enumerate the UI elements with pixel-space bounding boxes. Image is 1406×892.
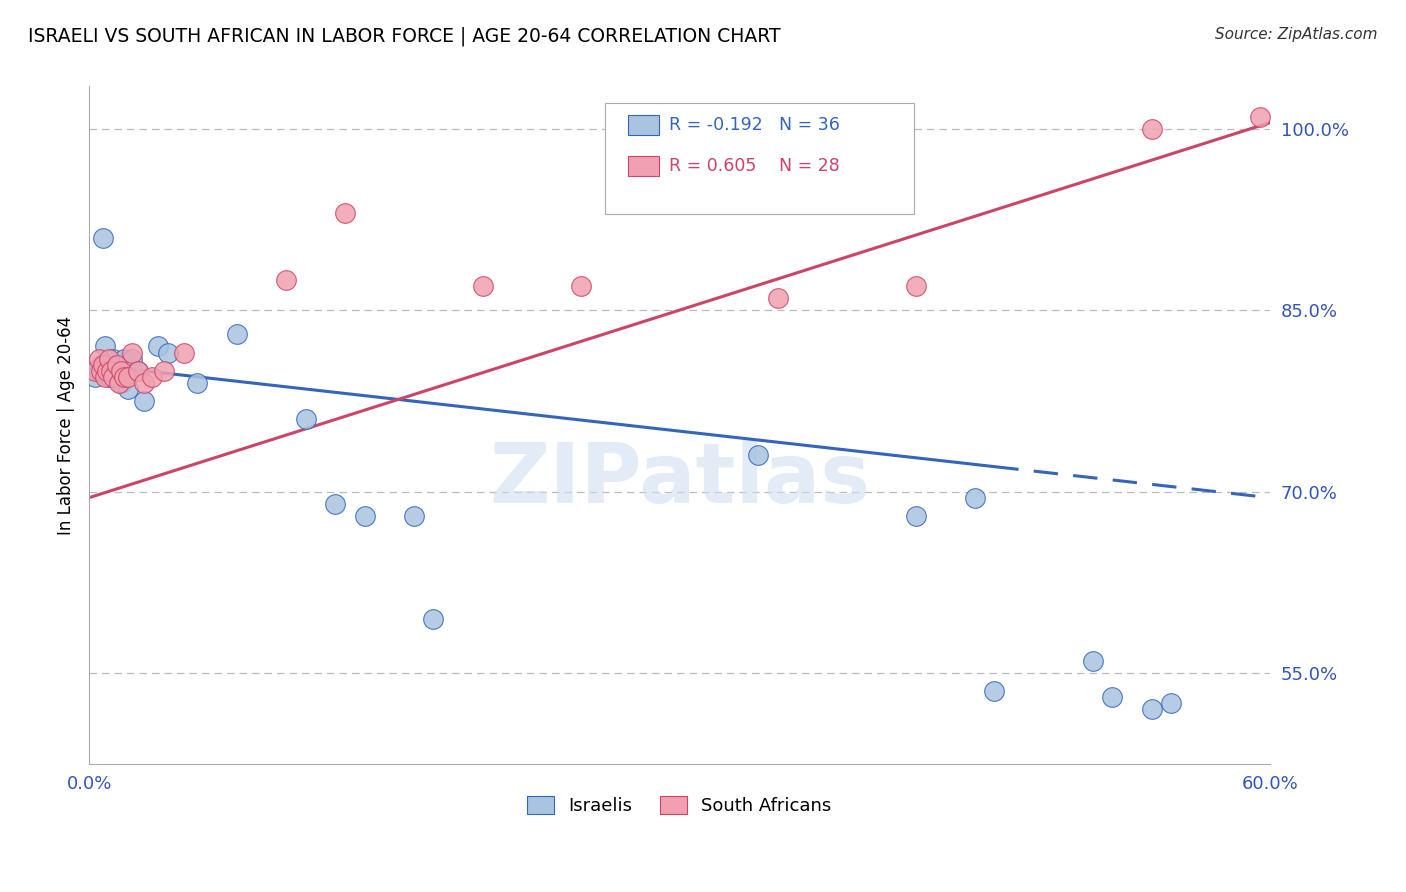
Point [471,279,494,293]
Point [105,364,128,378]
Point [100,364,122,378]
Point [141,369,163,384]
Point [104,358,127,372]
Point [107,376,129,390]
Point [101,369,124,384]
Point [156,345,179,359]
Point [146,339,169,353]
Point [90,358,112,372]
Point [105,358,128,372]
Point [353,508,375,523]
Point [1140,702,1163,716]
Point [100,364,122,378]
Point [96,364,118,378]
Point [333,206,356,220]
Point [121,351,143,366]
Point [84,364,107,378]
Point [225,327,247,342]
Point [121,345,143,359]
Text: N = 28: N = 28 [779,157,839,175]
Point [90,364,112,378]
Point [127,364,149,378]
Point [94,369,117,384]
Point [983,684,1005,698]
Point [101,351,124,366]
Text: ISRAELI VS SOUTH AFRICAN IN LABOR FORCE | AGE 20-64 CORRELATION CHART: ISRAELI VS SOUTH AFRICAN IN LABOR FORCE … [28,27,780,46]
Text: N = 36: N = 36 [779,116,839,134]
Point [96,364,118,378]
Text: ZIPatlas: ZIPatlas [489,439,870,520]
Point [114,369,136,384]
Point [963,491,986,505]
Text: R = 0.605: R = 0.605 [669,157,756,175]
Text: Source: ZipAtlas.com: Source: ZipAtlas.com [1215,27,1378,42]
Point [91,358,114,372]
Point [114,351,136,366]
Point [569,279,592,293]
Point [84,369,107,384]
Point [422,612,444,626]
Point [1101,690,1123,705]
Legend: Israelis, South Africans: Israelis, South Africans [520,789,839,822]
Point [1160,696,1182,710]
Text: R = -0.192: R = -0.192 [669,116,763,134]
Point [323,497,346,511]
Point [294,412,316,426]
Point [110,364,132,378]
Point [173,345,195,359]
Point [1140,121,1163,136]
Point [153,364,176,378]
Point [117,382,139,396]
Point [186,376,208,390]
Point [766,291,789,305]
Point [127,364,149,378]
Point [107,369,129,384]
Point [747,448,769,462]
Point [134,376,156,390]
Point [97,351,120,366]
Point [904,508,927,523]
Point [87,351,110,366]
Point [111,364,134,378]
Point [91,230,114,244]
Point [1249,110,1271,124]
Point [904,279,927,293]
Point [1081,654,1104,668]
Point [97,369,120,384]
Y-axis label: In Labor Force | Age 20-64: In Labor Force | Age 20-64 [58,316,75,534]
Point [134,393,156,408]
Point [274,273,297,287]
Point [110,376,132,390]
Point [94,339,117,353]
Point [117,369,139,384]
Point [402,508,425,523]
Point [87,364,110,378]
